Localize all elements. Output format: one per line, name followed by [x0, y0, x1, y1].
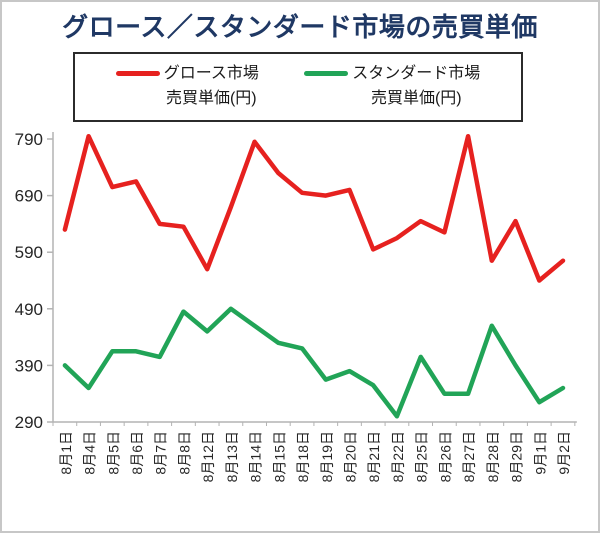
- standard-market-line: [62, 306, 566, 419]
- y-tick-label: 590: [15, 243, 43, 262]
- x-tick-label: 8月13日: [224, 431, 240, 482]
- x-tick-label: 8月8日: [176, 431, 192, 475]
- y-tick-label: 490: [15, 300, 43, 319]
- x-tick-label: 8月29日: [509, 431, 525, 482]
- page-title: グロース／スタンダード市場の売買単価: [62, 12, 538, 42]
- x-tick-label: 8月4日: [82, 431, 98, 475]
- x-tick-label: 8月25日: [414, 431, 430, 482]
- x-tick-label: 8月20日: [343, 431, 359, 482]
- y-tick-label: 390: [15, 356, 43, 375]
- x-tick-label: 8月12日: [200, 431, 216, 482]
- x-tick-label: 8月15日: [271, 431, 287, 482]
- x-tick-label: 8月28日: [485, 431, 501, 482]
- growth-market-line: [62, 133, 566, 283]
- legend-label-standard-line1: スタンダード市場: [352, 65, 481, 83]
- legend-label-growth-line1: グロース市場: [163, 65, 259, 83]
- legend-label-standard: スタンダード市場 売買単価(円): [352, 62, 480, 112]
- x-tick-label: 8月6日: [129, 431, 145, 475]
- legend: グロース市場 売買単価(円) スタンダード市場 売買単価(円): [73, 52, 523, 122]
- legend-item-standard: スタンダード市場 売買単価(円): [304, 62, 480, 112]
- x-tick-label: 8月27日: [461, 431, 477, 482]
- x-tick-label: 8月14日: [248, 431, 264, 482]
- legend-label-growth: グロース市場 売買単価(円): [164, 62, 259, 112]
- x-tick-label: 8月22日: [390, 431, 406, 482]
- x-tick-label: 8月1日: [58, 431, 74, 475]
- y-tick-label: 790: [15, 130, 43, 149]
- growth-line-swatch-icon: [115, 71, 160, 77]
- legend-label-standard-line2: 売買単価(円): [370, 90, 462, 107]
- y-tick-label: 690: [15, 187, 43, 206]
- x-tick-label: 8月7日: [153, 431, 169, 475]
- standard-line-swatch-icon: [304, 71, 349, 77]
- x-tick-label: 8月18日: [295, 431, 311, 482]
- y-tick-label: 290: [15, 413, 43, 432]
- x-tick-label: 8月5日: [105, 431, 121, 475]
- x-tick-label: 8月21日: [366, 431, 382, 482]
- x-tick-label: 8月26日: [437, 431, 453, 482]
- legend-label-growth-line2: 売買単価(円): [165, 90, 257, 107]
- legend-item-growth: グロース市場 売買単価(円): [115, 62, 259, 112]
- x-tick-label: 9月2日: [556, 431, 572, 475]
- x-tick-label: 8月19日: [319, 431, 335, 482]
- x-tick-label: 9月1日: [532, 431, 548, 475]
